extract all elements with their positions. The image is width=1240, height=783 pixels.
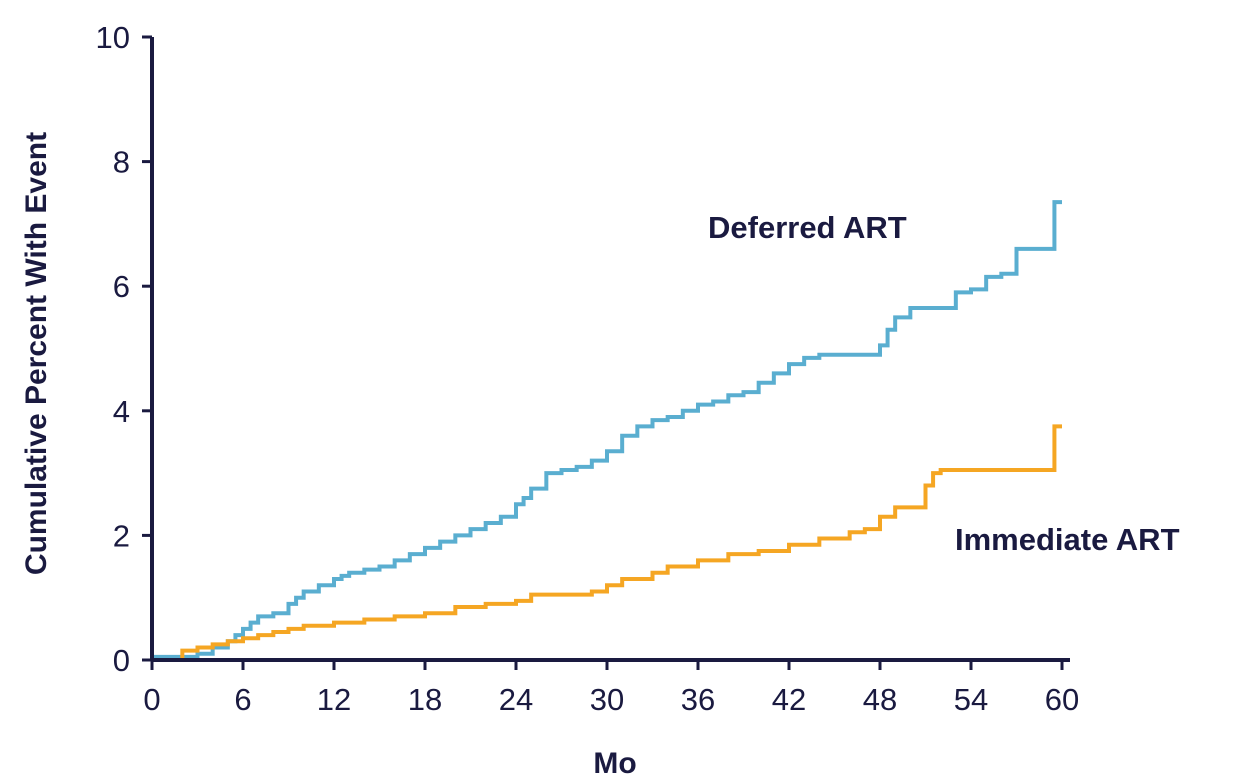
series-label-immediate-art: Immediate ART	[955, 522, 1180, 557]
x-tick-label: 12	[317, 682, 351, 717]
x-tick-label: 6	[234, 682, 251, 717]
x-tick-label: 30	[590, 682, 624, 717]
series-layer	[152, 200, 1062, 662]
series-line-deferred-art	[152, 200, 1062, 659]
x-tick-label: 54	[954, 682, 988, 717]
y-axis-title: Cumulative Percent With Event	[20, 132, 53, 575]
x-tick-label: 60	[1045, 682, 1079, 717]
y-tick-label: 8	[113, 145, 130, 180]
axis-layer	[150, 37, 1070, 662]
x-tick-label: 24	[499, 682, 533, 717]
series-label-deferred-art: Deferred ART	[708, 210, 907, 245]
y-tick-label: 0	[113, 643, 130, 678]
x-tick-label: 42	[772, 682, 806, 717]
x-tick-label: 36	[681, 682, 715, 717]
x-tick-label: 18	[408, 682, 442, 717]
x-axis-title: Mo	[593, 747, 636, 780]
x-tick-label: 0	[143, 682, 160, 717]
x-tick-label: 48	[863, 682, 897, 717]
y-tick-label: 4	[113, 394, 130, 429]
series-line-immediate-art	[152, 424, 1062, 662]
y-tick-label: 2	[113, 518, 130, 553]
y-tick-label: 10	[96, 20, 130, 55]
y-tick-label: 6	[113, 269, 130, 304]
